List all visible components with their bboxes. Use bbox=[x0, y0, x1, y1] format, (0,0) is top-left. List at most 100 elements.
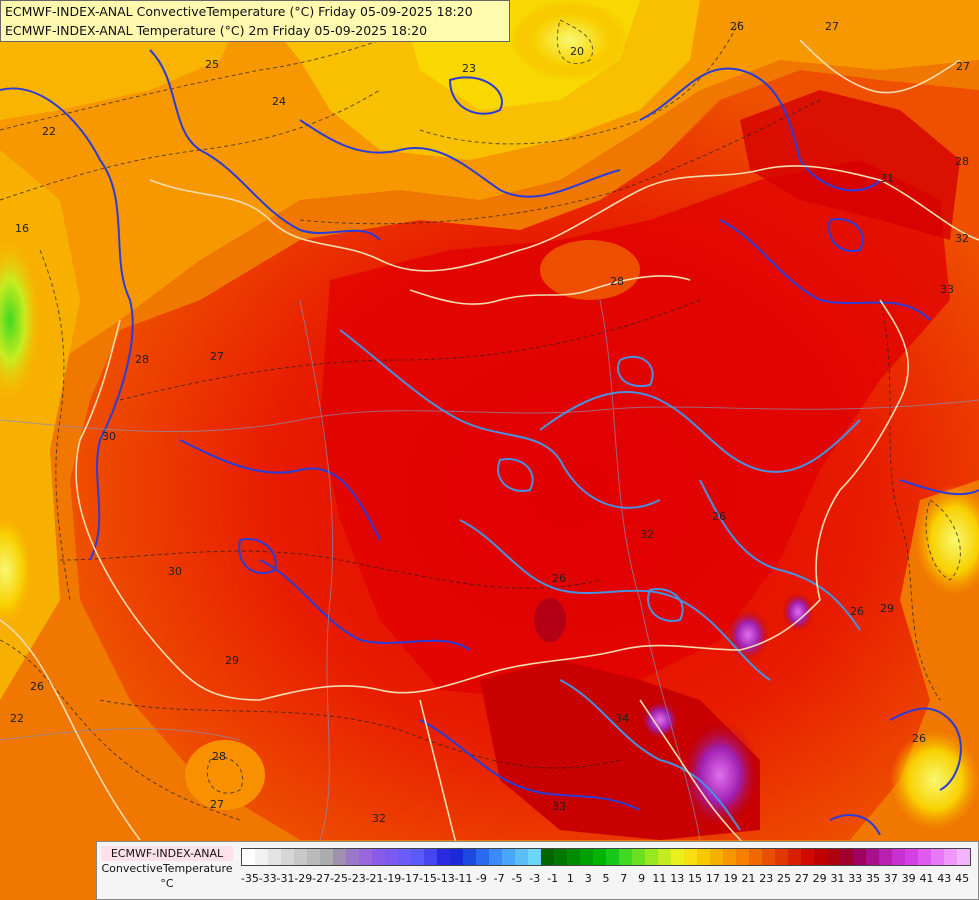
contour-label: 28 bbox=[212, 750, 226, 763]
legend-swatch bbox=[866, 849, 879, 865]
legend-tick-label: 5 bbox=[602, 872, 610, 885]
contour-label: 26 bbox=[850, 605, 864, 618]
southwest-orange-spot bbox=[185, 740, 265, 810]
legend-tick-label: -27 bbox=[312, 872, 331, 885]
contour-label: 27 bbox=[210, 798, 224, 811]
legend-tick-label: 17 bbox=[705, 872, 720, 885]
legend-tick-label: 13 bbox=[670, 872, 685, 885]
convective-contours-blue bbox=[0, 49, 979, 836]
legend-tick-label: -21 bbox=[365, 872, 384, 885]
legend-variable: ConvectiveTemperature bbox=[101, 862, 233, 875]
legend-tick-label: -9 bbox=[475, 872, 487, 885]
legend-tick-label: 1 bbox=[566, 872, 574, 885]
legend-swatch bbox=[502, 849, 515, 865]
legend-swatch bbox=[762, 849, 775, 865]
title-line-temperature: ECMWF-INDEX-ANAL Temperature (°C) 2m Fri… bbox=[5, 23, 428, 38]
contour-label: 28 bbox=[955, 155, 969, 168]
legend-swatch bbox=[580, 849, 593, 865]
legend-swatch bbox=[814, 849, 827, 865]
north-yellow-spot bbox=[510, 0, 630, 80]
contour-labels: 20 25 23 26 27 24 22 28 31 32 33 32 29 3… bbox=[10, 20, 970, 825]
contour-label: 28 bbox=[610, 275, 624, 288]
core-red-zone bbox=[320, 160, 950, 700]
legend-tick-label: 39 bbox=[901, 872, 916, 885]
legend-swatch bbox=[619, 849, 632, 865]
northeast-dark-red-zone bbox=[740, 90, 960, 240]
legend-swatch bbox=[424, 849, 437, 865]
contour-label: 28 bbox=[135, 353, 149, 366]
legend-colorbar bbox=[241, 848, 971, 866]
legend-swatch bbox=[749, 849, 762, 865]
contour-label: 34 bbox=[615, 712, 629, 725]
legend-swatch bbox=[242, 849, 255, 865]
legend-tick-label: 45 bbox=[955, 872, 970, 885]
contour-label: 29 bbox=[880, 602, 894, 615]
legend-swatch bbox=[801, 849, 814, 865]
legend-swatch bbox=[372, 849, 385, 865]
contour-label: 30 bbox=[102, 430, 116, 443]
legend-swatch bbox=[918, 849, 931, 865]
legend-swatch bbox=[671, 849, 684, 865]
legend-swatch bbox=[944, 849, 957, 865]
legend-swatch bbox=[450, 849, 463, 865]
contour-label: 30 bbox=[168, 565, 182, 578]
legend-swatch bbox=[879, 849, 892, 865]
legend-tick-label: -29 bbox=[294, 872, 313, 885]
legend-tick-label: -17 bbox=[401, 872, 420, 885]
legend-swatch bbox=[333, 849, 346, 865]
legend-swatch bbox=[346, 849, 359, 865]
north-orange-zone bbox=[0, 0, 979, 380]
hotspot-center bbox=[726, 609, 770, 661]
legend-swatch bbox=[606, 849, 619, 865]
contour-label: 23 bbox=[462, 62, 476, 75]
rivers bbox=[0, 299, 979, 841]
map-title: ECMWF-INDEX-ANAL ConvectiveTemperature (… bbox=[0, 0, 510, 42]
legend-tick-label: -1 bbox=[547, 872, 559, 885]
contour-label: 22 bbox=[10, 712, 24, 725]
legend-swatch bbox=[853, 849, 866, 865]
contour-label: 26 bbox=[712, 510, 726, 523]
legend-tick-label: -23 bbox=[347, 872, 366, 885]
contour-label: 31 bbox=[880, 172, 894, 185]
legend-swatch bbox=[359, 849, 372, 865]
legend-swatch bbox=[567, 849, 580, 865]
legend-swatch bbox=[723, 849, 736, 865]
hotspot-south-small bbox=[640, 700, 680, 740]
legend-swatch bbox=[385, 849, 398, 865]
legend-swatch bbox=[320, 849, 333, 865]
contour-label: 33 bbox=[940, 283, 954, 296]
legend-swatch bbox=[398, 849, 411, 865]
contour-label: 26 bbox=[730, 20, 744, 33]
legend-swatch bbox=[788, 849, 801, 865]
contour-label: 26 bbox=[552, 572, 566, 585]
legend-tick-label: 35 bbox=[866, 872, 881, 885]
legend-tick-label: 41 bbox=[919, 872, 934, 885]
legend-swatch bbox=[463, 849, 476, 865]
legend-tick-label: 3 bbox=[584, 872, 592, 885]
legend-swatch bbox=[281, 849, 294, 865]
legend-tick-label: 7 bbox=[620, 872, 628, 885]
legend-swatch bbox=[905, 849, 918, 865]
contour-label: 20 bbox=[570, 45, 584, 58]
legend-swatch bbox=[593, 849, 606, 865]
legend-tick-label: 11 bbox=[652, 872, 667, 885]
legend-swatch bbox=[645, 849, 658, 865]
contour-label: 24 bbox=[272, 95, 286, 108]
legend-swatch bbox=[697, 849, 710, 865]
hotspot-south bbox=[680, 720, 760, 830]
legend-tick-label: -35 bbox=[240, 872, 259, 885]
legend-swatch bbox=[775, 849, 788, 865]
legend-tick-label: -15 bbox=[418, 872, 437, 885]
legend-swatch bbox=[528, 849, 541, 865]
legend-tick-label: -25 bbox=[329, 872, 348, 885]
contour-label: 33 bbox=[552, 800, 566, 813]
legend-label: ECMWF-INDEX-ANAL ConvectiveTemperature °… bbox=[97, 842, 237, 899]
legend-tick-label: 37 bbox=[883, 872, 898, 885]
legend-tick-label: 25 bbox=[777, 872, 792, 885]
west-yellow-spot bbox=[0, 510, 35, 630]
contour-label: 27 bbox=[956, 60, 970, 73]
contour-label: 27 bbox=[825, 20, 839, 33]
legend-tick-label: 43 bbox=[937, 872, 952, 885]
legend-tick-label: 29 bbox=[812, 872, 827, 885]
